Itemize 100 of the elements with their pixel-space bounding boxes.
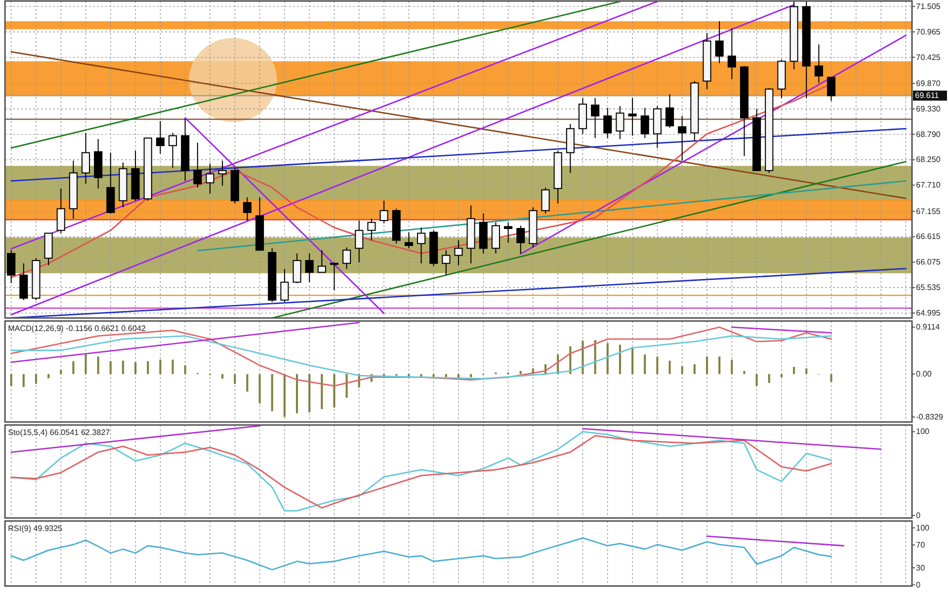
bar bbox=[681, 366, 684, 374]
bar bbox=[780, 374, 783, 378]
bar bbox=[184, 365, 186, 374]
bar bbox=[97, 356, 100, 374]
bar bbox=[768, 374, 770, 383]
bar bbox=[60, 370, 62, 374]
candlestick bbox=[156, 120, 165, 154]
bar bbox=[432, 374, 435, 378]
candlestick bbox=[541, 187, 550, 214]
line-series bbox=[10, 537, 832, 570]
candlestick bbox=[218, 160, 227, 186]
candlestick bbox=[603, 107, 612, 139]
y-tick-label: 69.330 bbox=[916, 104, 942, 114]
bar bbox=[146, 361, 149, 374]
bar bbox=[134, 362, 136, 374]
y-tick-label: 71.505 bbox=[916, 2, 942, 11]
bar bbox=[619, 344, 622, 374]
candlestick bbox=[292, 252, 302, 284]
ref-line-label: 69.611 bbox=[915, 91, 940, 100]
bar bbox=[668, 360, 671, 374]
bar bbox=[296, 374, 298, 414]
candlestick bbox=[206, 163, 214, 194]
candlestick bbox=[380, 200, 388, 224]
y-tick-label: -0.8329 bbox=[916, 412, 944, 422]
bar bbox=[346, 374, 348, 398]
candlestick bbox=[504, 222, 512, 244]
y-tick-label: 64.995 bbox=[916, 308, 942, 318]
bar bbox=[22, 374, 25, 387]
bar bbox=[172, 360, 174, 374]
y-tick-label: 0 bbox=[916, 580, 921, 590]
bar bbox=[594, 340, 596, 374]
bar bbox=[221, 374, 224, 379]
bar bbox=[333, 374, 336, 408]
candlestick bbox=[193, 142, 202, 188]
bar bbox=[234, 374, 236, 384]
chart-title: Sto(15,5,4) 66.0541 62.3827 bbox=[8, 428, 110, 437]
y-tick-label: 0.00 bbox=[916, 370, 932, 379]
candlestick bbox=[590, 98, 600, 139]
candlestick bbox=[243, 196, 252, 221]
candlestick bbox=[354, 220, 364, 263]
candlestick bbox=[640, 107, 650, 139]
chart-title: MACD(12,26,9) -0.1156 0.6621 0.6042 bbox=[8, 324, 146, 333]
candlestick bbox=[367, 218, 376, 241]
candlestick bbox=[305, 252, 314, 283]
y-tick-label: 0 bbox=[916, 510, 921, 520]
candlestick bbox=[19, 262, 28, 301]
bar bbox=[35, 374, 38, 384]
y-tick-label: 70.965 bbox=[916, 27, 942, 36]
candlestick bbox=[492, 222, 500, 254]
candlestick bbox=[728, 28, 736, 80]
candlestick bbox=[442, 250, 450, 276]
bar bbox=[606, 343, 609, 374]
bar bbox=[320, 374, 323, 410]
candlestick bbox=[82, 132, 90, 184]
bar bbox=[110, 361, 112, 374]
y-tick-label: 100 bbox=[916, 523, 930, 532]
candlestick bbox=[516, 225, 525, 254]
bar bbox=[706, 356, 708, 374]
bar bbox=[84, 354, 87, 374]
candlestick bbox=[678, 115, 686, 162]
y-tick-label: 68.790 bbox=[916, 130, 942, 139]
bar bbox=[694, 364, 696, 374]
bar bbox=[644, 354, 646, 374]
candlestick bbox=[280, 268, 289, 302]
bar bbox=[631, 348, 634, 374]
bar bbox=[718, 356, 720, 374]
line-series bbox=[10, 335, 832, 380]
candlestick bbox=[168, 132, 177, 168]
candlestick bbox=[342, 246, 351, 270]
bar bbox=[756, 374, 758, 386]
bar bbox=[445, 374, 448, 378]
bar bbox=[470, 374, 472, 378]
bar bbox=[308, 374, 310, 412]
y-tick-label: 66.615 bbox=[916, 232, 942, 242]
bar bbox=[805, 368, 808, 374]
y-tick-label: 0.9114 bbox=[916, 322, 940, 332]
candlestick bbox=[404, 232, 414, 249]
line-series bbox=[10, 326, 832, 387]
candlestick bbox=[715, 20, 724, 64]
y-tick-label: 100 bbox=[916, 427, 930, 436]
candlestick bbox=[6, 250, 16, 284]
bar bbox=[159, 360, 162, 374]
bar bbox=[47, 374, 50, 378]
bar bbox=[72, 361, 74, 374]
y-tick-label: 66.075 bbox=[916, 258, 942, 267]
bar bbox=[743, 370, 746, 374]
bar bbox=[730, 360, 733, 374]
y-tick-label: 70 bbox=[916, 540, 926, 550]
candlestick bbox=[616, 106, 624, 140]
y-tick-label: 30 bbox=[916, 563, 926, 572]
bar bbox=[284, 374, 286, 417]
bar bbox=[10, 374, 12, 386]
candlestick bbox=[330, 262, 338, 291]
bar bbox=[122, 360, 124, 374]
bar bbox=[520, 370, 522, 374]
candlestick bbox=[318, 250, 326, 273]
candlestick bbox=[56, 188, 66, 234]
candlestick bbox=[417, 227, 426, 264]
y-tick-label: 69.870 bbox=[916, 78, 942, 88]
bar bbox=[656, 356, 658, 374]
